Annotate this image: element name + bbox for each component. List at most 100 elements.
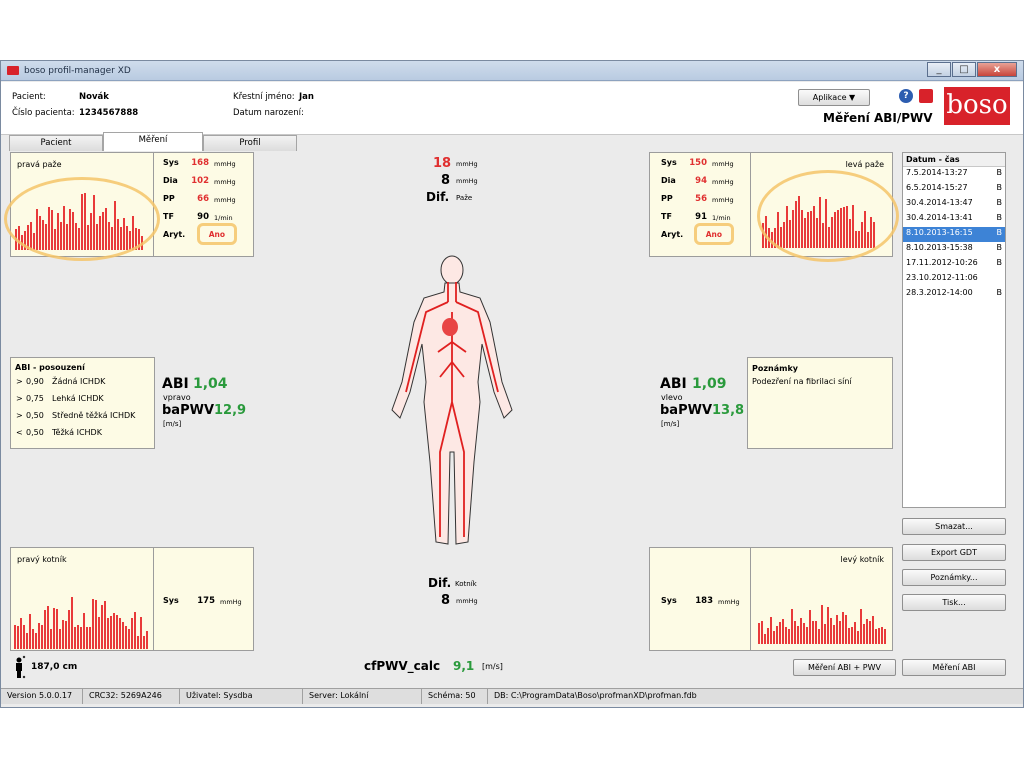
notes-button[interactable]: Poznámky...: [902, 569, 1006, 586]
history-date: 17.11.2012-10:26: [906, 258, 978, 267]
waveform-bar: [860, 609, 862, 644]
history-flag: B: [996, 213, 1003, 222]
minimize-button[interactable]: _: [927, 62, 951, 77]
ra-sys-unit: mmHg: [214, 160, 236, 168]
waveform-bar: [26, 633, 28, 649]
history-date: 8.10.2013-15:38: [906, 243, 973, 252]
close-button[interactable]: x: [977, 62, 1017, 77]
history-item[interactable]: 30.4.2014-13:41 B: [903, 212, 1005, 227]
ra-dia-label: Dia: [163, 176, 178, 185]
waveform-bar: [116, 615, 118, 649]
waveform-highlight: [757, 170, 899, 262]
abi-eval-op: >: [16, 394, 23, 403]
abi-evaluation-title: ABI - posouzení: [15, 363, 85, 372]
waveform-bar: [134, 612, 136, 649]
abi-eval-val: 0,90: [26, 377, 44, 386]
ra-pp-label: PP: [163, 194, 175, 203]
export-gdt-button[interactable]: Export GDT: [902, 544, 1006, 561]
patient-header: Pacient: Novák Číslo pacienta: 123456788…: [1, 82, 1023, 135]
abi-eval-val: 0,50: [26, 428, 44, 437]
waveform-bar: [107, 618, 109, 649]
la-pp-label: PP: [661, 194, 673, 203]
history-item[interactable]: 28.3.2012-14:00 B: [903, 287, 1005, 302]
tab-profile[interactable]: Profil: [203, 135, 297, 151]
ra-dia-value: 102: [191, 176, 209, 186]
waveform-bar: [128, 629, 130, 649]
rk-sys-unit: mmHg: [220, 598, 242, 606]
waveform-bar: [878, 628, 880, 644]
waveform-bar: [824, 624, 826, 644]
history-item[interactable]: 17.11.2012-10:26 B: [903, 257, 1005, 272]
right-ankle-waveform: [14, 594, 148, 649]
abi-eval-row: <0,50 Těžká ICHDK: [11, 428, 154, 445]
left-pwv-value: 13,8: [712, 403, 745, 418]
ra-pp-value: 66: [197, 194, 209, 204]
lk-sys-label: Sys: [661, 596, 677, 605]
waveform-bar: [827, 607, 829, 644]
status-user: Uživatel: Sysdba: [180, 689, 303, 704]
history-item[interactable]: 7.5.2014-13:27 B: [903, 167, 1005, 182]
patient-number-label: Číslo pacienta:: [12, 108, 75, 118]
rk-sys-value: 175: [197, 596, 215, 606]
waveform-bar: [863, 624, 865, 644]
status-version: Version 5.0.0.17: [1, 689, 83, 704]
ra-tf-value: 90: [197, 212, 209, 222]
firstname-label: Křestní jméno:: [233, 92, 295, 102]
cfpwv-label: cfPWV_calc: [364, 659, 441, 673]
waveform-bar: [839, 621, 841, 644]
waveform-bar: [62, 620, 64, 649]
waveform-bar: [119, 618, 121, 649]
ra-aryt-value: Ano: [208, 230, 225, 239]
right-pwv-unit: [m/s]: [163, 420, 182, 428]
right-pwv-label: baPWV: [162, 403, 215, 418]
measure-abi-pwv-button[interactable]: Měření ABI + PWV: [793, 659, 896, 676]
notes-panel[interactable]: Poznámky Podezření na fibrilaci síní: [747, 357, 893, 449]
la-sys-unit: mmHg: [712, 160, 734, 168]
history-date: 23.10.2012-11:06: [906, 273, 978, 282]
ankle-diff-label: Dif.: [428, 576, 452, 590]
history-item[interactable]: 8.10.2013-15:38 B: [903, 242, 1005, 257]
left-pwv-label: baPWV: [660, 403, 713, 418]
waveform-bar: [776, 626, 778, 644]
boso-info-icon[interactable]: [919, 89, 933, 103]
title-bar[interactable]: boso profil-manager XD _ □ x: [1, 61, 1023, 81]
applications-button[interactable]: Aplikace ▼: [798, 89, 870, 106]
history-flag: B: [996, 198, 1003, 207]
left-ankle-title: levý kotník: [840, 555, 884, 564]
print-button[interactable]: Tisk...: [902, 594, 1006, 611]
waveform-bar: [47, 606, 49, 649]
waveform-bar: [875, 629, 877, 644]
ra-aryt-label: Aryt.: [163, 230, 186, 239]
history-date: 30.4.2014-13:47: [906, 198, 973, 207]
waveform-bar: [809, 610, 811, 644]
measurement-title: Měření ABI/PWV: [823, 111, 933, 125]
waveform-bar: [764, 634, 766, 644]
abi-eval-val: 0,75: [26, 394, 44, 403]
waveform-bar: [104, 601, 106, 649]
tab-patient[interactable]: Pacient: [9, 135, 103, 151]
history-item[interactable]: 23.10.2012-11:06: [903, 272, 1005, 287]
history-item[interactable]: 6.5.2014-15:27 B: [903, 182, 1005, 197]
left-abi-value: 1,09: [692, 376, 727, 392]
measure-abi-button[interactable]: Měření ABI: [902, 659, 1006, 676]
abi-eval-text: Středně těžká ICHDK: [52, 411, 136, 420]
waveform-bar: [785, 627, 787, 644]
waveform-bar: [74, 627, 76, 649]
maximize-button[interactable]: □: [952, 62, 976, 77]
waveform-bar: [50, 629, 52, 649]
history-list[interactable]: Datum - čas 7.5.2014-13:27 B 6.5.2014-15:2…: [902, 152, 1006, 508]
delete-button[interactable]: Smazat...: [902, 518, 1006, 535]
waveform-bar: [818, 629, 820, 644]
waveform-bar: [95, 600, 97, 649]
person-height-icon: [12, 654, 26, 680]
help-icon[interactable]: ?: [899, 89, 913, 103]
waveform-bar: [794, 621, 796, 644]
tab-measurement[interactable]: Měření: [103, 132, 203, 151]
waveform-bar: [41, 625, 43, 649]
history-item[interactable]: 8.10.2013-16:15 B: [903, 227, 1005, 242]
history-item[interactable]: 30.4.2014-13:47 B: [903, 197, 1005, 212]
window-title: boso profil-manager XD: [24, 65, 131, 76]
waveform-bar: [20, 618, 22, 649]
waveform-bar: [146, 631, 148, 649]
waveform-bar: [758, 623, 760, 644]
